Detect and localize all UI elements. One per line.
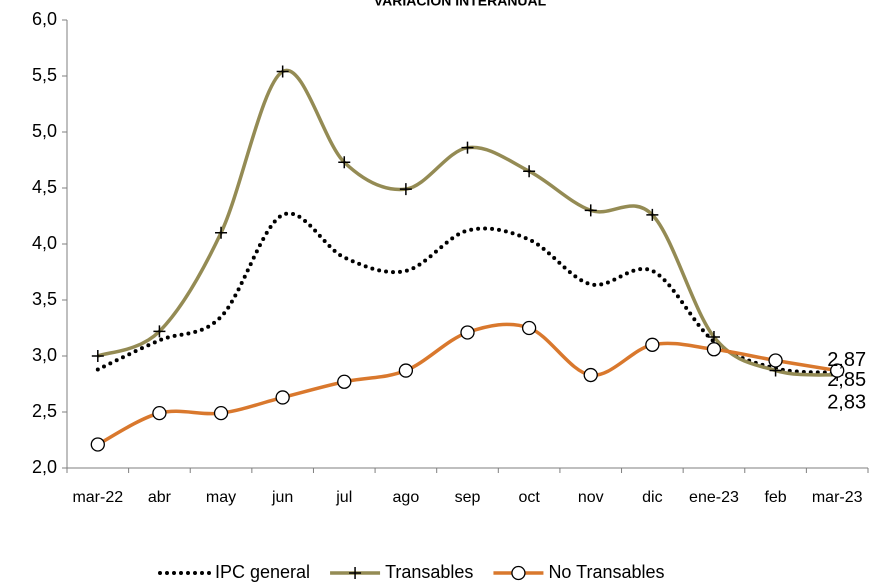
circle-marker	[337, 374, 352, 389]
plus-shape	[707, 330, 720, 343]
y-tick-label: 2,5	[32, 401, 57, 421]
plus-shape	[399, 183, 412, 196]
x-tick-label: sep	[455, 489, 481, 506]
series-line	[96, 322, 838, 447]
plus-shape	[584, 204, 597, 217]
plus-marker	[707, 330, 720, 343]
plus-marker	[276, 65, 289, 78]
plus-shape	[91, 350, 104, 362]
x-tick-label: jun	[271, 489, 293, 506]
circle-marker	[275, 390, 290, 405]
circle-marker	[521, 320, 537, 336]
plus-shape	[338, 156, 351, 169]
x-tick-label: oct	[518, 489, 540, 506]
y-tick-label: 4,5	[32, 177, 57, 197]
plus-marker	[91, 350, 104, 362]
plus-marker	[215, 226, 228, 239]
legend-label: No Transables	[548, 562, 664, 582]
circle-marker	[645, 337, 660, 352]
x-tick-label: nov	[578, 489, 604, 506]
end-label: 2,87	[827, 349, 866, 371]
plus-shape	[349, 567, 362, 579]
x-tick-label: dic	[642, 489, 662, 506]
x-tick-label: feb	[764, 489, 786, 506]
legend-label: Transables	[385, 562, 473, 582]
x-tick-label: ene-23	[689, 489, 739, 506]
circle-marker	[768, 353, 783, 368]
y-tick-label: 2,0	[32, 457, 57, 477]
x-tick-label: may	[206, 489, 236, 506]
plus-shape	[461, 141, 474, 154]
circle-marker	[511, 565, 526, 581]
x-tick-label: ago	[393, 489, 420, 506]
x-tick-label: mar-23	[812, 489, 863, 506]
plus-shape	[215, 226, 228, 239]
circle-marker	[213, 405, 229, 421]
y-tick-label: 4,0	[32, 233, 57, 253]
plus-shape	[646, 208, 659, 221]
plus-marker	[399, 183, 412, 196]
plus-shape	[523, 165, 536, 178]
x-tick-label: jul	[335, 489, 352, 506]
y-tick-label: 3,5	[32, 289, 57, 309]
circle-marker	[583, 367, 598, 383]
circle-marker	[830, 363, 845, 378]
circle-marker	[398, 363, 414, 378]
plus-marker	[349, 567, 362, 579]
x-tick-label: mar-22	[72, 489, 123, 506]
chart-title: VARIACIÓN INTERANUAL	[374, 0, 547, 9]
plus-shape	[276, 65, 289, 78]
y-tick-label: 6,0	[32, 9, 57, 29]
y-tick-label: 3,0	[32, 345, 57, 365]
plus-marker	[646, 208, 659, 221]
x-tick-label: abr	[148, 489, 172, 506]
y-tick-label: 5,0	[32, 121, 57, 141]
plus-shape	[153, 325, 166, 338]
circle-marker	[706, 342, 722, 357]
circle-marker	[460, 325, 475, 340]
y-tick-label: 5,5	[32, 65, 57, 85]
plus-marker	[523, 165, 536, 178]
plus-marker	[461, 141, 474, 154]
plus-marker	[338, 156, 351, 169]
plus-marker	[153, 325, 166, 338]
plus-marker	[584, 204, 597, 217]
legend-label: IPC general	[215, 562, 310, 582]
circle-marker	[152, 405, 167, 421]
circle-marker	[90, 437, 105, 452]
end-label: 2,83	[827, 391, 866, 413]
